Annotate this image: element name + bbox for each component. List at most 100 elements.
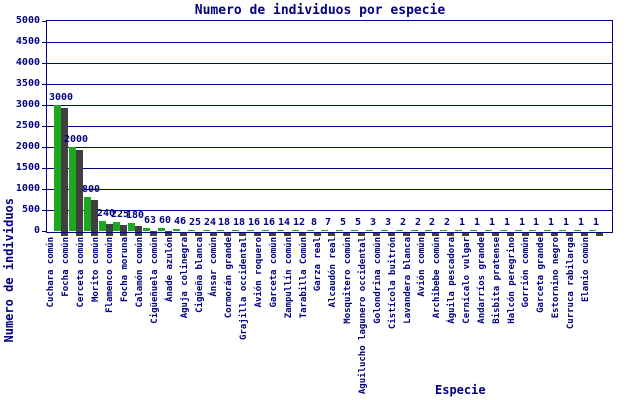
bar xyxy=(470,230,477,231)
bar-shadow xyxy=(373,233,380,236)
bar-shadow xyxy=(358,233,365,236)
gridline xyxy=(47,126,612,127)
y-tick-label: 500 xyxy=(21,204,40,215)
bar-shadow xyxy=(388,233,395,236)
value-label: 46 xyxy=(173,216,187,227)
value-label: 3 xyxy=(384,217,392,228)
value-label: 16 xyxy=(262,217,276,228)
bar xyxy=(515,230,522,231)
y-tick-mark xyxy=(42,42,47,43)
value-label: 2 xyxy=(414,217,422,228)
bar-shadow xyxy=(299,233,306,236)
y-tick-label: 3500 xyxy=(15,78,40,89)
value-label: 800 xyxy=(81,184,101,195)
y-tick-mark xyxy=(42,126,47,127)
value-label: 3 xyxy=(369,217,377,228)
x-tick-label: Elanio común xyxy=(581,237,591,303)
bar-shadow xyxy=(432,233,439,236)
y-tick-mark xyxy=(42,63,47,64)
bar xyxy=(99,221,106,231)
value-label: 5 xyxy=(339,217,347,228)
bar xyxy=(529,230,536,231)
x-tick-label: Focha común xyxy=(61,237,71,297)
plot-frame xyxy=(46,20,613,233)
chart-title: Numero de individuos por especie xyxy=(194,3,446,18)
x-tick-label: Garceta común xyxy=(269,237,279,308)
bar-shadow xyxy=(536,233,543,236)
bar xyxy=(84,197,91,231)
y-tick-label: 4500 xyxy=(15,36,40,47)
bar-shadow xyxy=(239,233,246,236)
bar xyxy=(351,230,358,231)
value-label: 1 xyxy=(592,217,600,228)
y-tick-mark xyxy=(42,168,47,169)
value-label: 225 xyxy=(110,209,130,220)
value-label: 25 xyxy=(188,217,202,228)
x-tick-label: Aguilucho lagunero occidental xyxy=(358,237,368,395)
value-label: 8 xyxy=(310,217,318,228)
y-tick-label: 3000 xyxy=(15,99,40,110)
bar-shadow xyxy=(284,233,291,236)
bar xyxy=(277,230,284,231)
value-label: 2 xyxy=(443,217,451,228)
bar-shadow xyxy=(91,200,98,236)
value-label: 1 xyxy=(577,217,585,228)
value-label: 2 xyxy=(428,217,436,228)
y-tick-mark xyxy=(42,147,47,148)
bar xyxy=(485,230,492,231)
bar xyxy=(559,230,566,231)
bar-shadow xyxy=(165,231,172,236)
bar xyxy=(69,147,76,231)
x-tick-label: Gorrión común xyxy=(521,237,531,308)
x-tick-label: Archibebe común xyxy=(432,237,442,319)
x-tick-label: Ánade azulón xyxy=(165,237,175,303)
y-tick-mark xyxy=(42,21,47,22)
x-tick-label: Avión común xyxy=(417,237,427,297)
bar xyxy=(292,230,299,231)
value-label: 18 xyxy=(217,217,231,228)
value-label: 7 xyxy=(324,217,332,228)
bar-shadow xyxy=(61,108,68,236)
y-axis-title: Numero de individuos xyxy=(2,198,16,343)
bar xyxy=(411,230,418,231)
bar-shadow xyxy=(76,150,83,236)
gridline xyxy=(47,63,612,64)
bar-shadow xyxy=(254,233,261,236)
x-tick-label: Grajilla occidental xyxy=(239,237,249,340)
bar xyxy=(336,230,343,231)
bar-shadow xyxy=(224,233,231,236)
bar-shadow xyxy=(462,233,469,236)
bar xyxy=(158,228,165,231)
bar-shadow xyxy=(477,233,484,236)
bar-shadow xyxy=(596,233,603,236)
value-label: 2000 xyxy=(63,134,89,145)
bar xyxy=(500,230,507,231)
gridline xyxy=(47,147,612,148)
bar xyxy=(366,230,373,231)
gridline xyxy=(47,189,612,190)
x-tick-label: Tarabilla Común xyxy=(299,237,309,319)
value-label: 2 xyxy=(399,217,407,228)
y-tick-label: 1000 xyxy=(15,183,40,194)
value-label: 1 xyxy=(488,217,496,228)
x-tick-label: Cerceta común xyxy=(76,237,86,308)
gridline xyxy=(47,42,612,43)
gridline xyxy=(47,84,612,85)
y-tick-mark xyxy=(42,210,47,211)
value-label: 1 xyxy=(562,217,570,228)
bar xyxy=(381,230,388,231)
bar-shadow xyxy=(314,233,321,236)
x-tick-label: Alcaudón real xyxy=(328,237,338,308)
bar-shadow xyxy=(210,233,217,236)
x-tick-label: Focha moruna xyxy=(120,237,130,303)
value-label: 5 xyxy=(354,217,362,228)
x-axis-title: Especie xyxy=(435,383,486,397)
y-tick-label: 2500 xyxy=(15,120,40,131)
bar xyxy=(321,230,328,231)
value-label: 1 xyxy=(458,217,466,228)
bar xyxy=(203,230,210,231)
x-tick-label: Halcón peregrino xyxy=(507,237,517,324)
bar-shadow xyxy=(492,233,499,236)
value-label: 14 xyxy=(277,217,291,228)
y-tick-mark xyxy=(42,231,47,232)
